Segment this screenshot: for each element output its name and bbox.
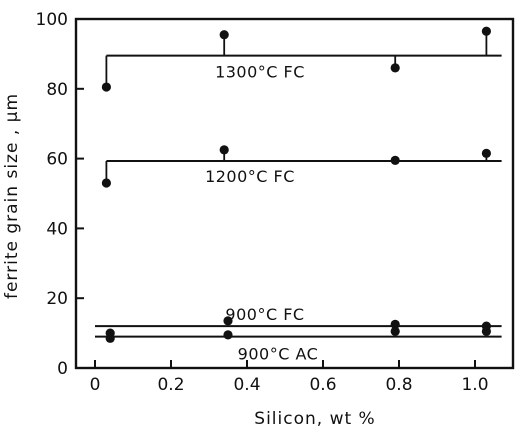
x-tick-label: 0.2 <box>157 375 184 395</box>
data-point <box>101 82 111 92</box>
data-point <box>219 30 229 40</box>
data-point <box>390 155 400 165</box>
x-tick-label: 1.0 <box>461 375 488 395</box>
series-2: 900°C FC <box>95 305 502 338</box>
series-1: 1200°C FC <box>101 145 502 188</box>
data-point <box>481 26 491 36</box>
data-point <box>101 178 111 188</box>
data-point <box>390 63 400 73</box>
series-3: 900°C AC <box>95 326 502 364</box>
x-tick-label: 0.8 <box>385 375 412 395</box>
y-axis-title: ferrite grain size , μm <box>2 93 22 299</box>
y-tick-label: 100 <box>36 10 68 30</box>
y-tick-label: 60 <box>46 150 68 170</box>
data-point <box>219 145 229 155</box>
y-tick-label: 20 <box>46 289 68 309</box>
y-tick-label: 40 <box>46 219 68 239</box>
x-axis-title: Silicon, wt % <box>254 409 375 429</box>
x-axis: 0 0.2 0.4 0.6 0.8 1.0 <box>90 360 489 395</box>
plot-frame <box>74 17 515 370</box>
data-point <box>223 330 233 340</box>
y-axis: 0 20 40 60 80 100 <box>36 10 84 379</box>
y-tick-label: 80 <box>46 80 68 100</box>
series-label: 1300°C FC <box>215 63 305 82</box>
series-label: 900°C FC <box>225 305 304 324</box>
data-point <box>481 148 491 158</box>
plot-area-border <box>74 17 515 370</box>
series-label: 1200°C FC <box>205 167 295 186</box>
data-point <box>105 333 115 343</box>
x-tick-label: 0.6 <box>309 375 336 395</box>
series-label: 900°C AC <box>238 345 319 364</box>
x-tick-label: 0 <box>90 375 101 395</box>
series-0: 1300°C FC <box>101 26 502 92</box>
data-point <box>390 319 400 329</box>
data-point <box>223 316 233 326</box>
data-point <box>481 326 491 336</box>
series-layer: 1300°C FC 1200°C FC 900°C FC 900°C AC <box>95 26 502 364</box>
y-tick-label: 0 <box>57 359 68 379</box>
data-point <box>390 326 400 336</box>
x-tick-label: 0.4 <box>233 375 260 395</box>
